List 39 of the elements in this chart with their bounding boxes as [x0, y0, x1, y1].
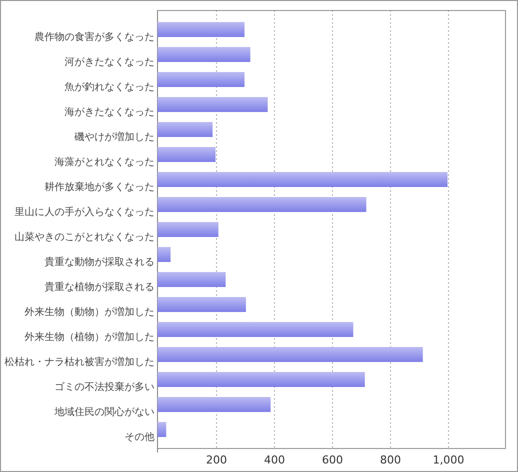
y-tick-label: 山菜やきのこがとれなくなった	[14, 231, 154, 243]
y-tick-label: 地域住民の関心がない	[54, 406, 154, 418]
bar	[158, 397, 271, 412]
bar	[158, 47, 250, 62]
y-tick-label: 海がきたなくなった	[64, 106, 154, 118]
bar	[158, 72, 244, 87]
x-tick-label: 800	[380, 454, 401, 466]
bar	[158, 372, 365, 387]
y-tick-label: 磯やけが増加した	[74, 131, 154, 143]
bar	[158, 347, 423, 362]
y-tick-label: 耕作放棄地が多くなった	[44, 181, 154, 193]
y-tick-label: 外来生物（植物）が増加した	[24, 331, 154, 343]
bar	[158, 147, 216, 162]
y-tick-label: 河がきたなくなった	[64, 56, 154, 68]
x-tick-label: 200	[206, 454, 227, 466]
x-tick-label: 600	[322, 454, 343, 466]
bar	[158, 422, 166, 437]
bar	[158, 247, 171, 262]
bar	[158, 297, 246, 312]
bar	[158, 272, 226, 287]
bar	[158, 197, 366, 212]
y-tick-label: 貴重な植物が採取される	[44, 281, 154, 293]
bar	[158, 22, 244, 37]
y-tick-label: ゴミの不法投棄が多い	[54, 381, 154, 393]
bar	[158, 222, 218, 237]
y-tick-label: 里山に人の手が入らなくなった	[14, 206, 154, 218]
x-tick-label: 1,000	[432, 454, 464, 466]
y-tick-label: 魚が釣れなくなった	[64, 81, 154, 93]
y-tick-label: 外来生物（動物）が増加した	[24, 306, 154, 318]
y-tick-label: 貴重な動物が採取される	[44, 256, 154, 268]
bar	[158, 122, 213, 137]
y-tick-label: その他	[124, 431, 154, 443]
y-tick-label: 松枯れ・ナラ枯れ被害が増加した	[4, 356, 154, 368]
x-tick-label: 400	[264, 454, 285, 466]
y-tick-label: 海藻がとれなくなった	[54, 156, 154, 168]
bar	[158, 172, 448, 187]
bar	[158, 97, 268, 112]
bar	[158, 322, 354, 337]
y-tick-label: 農作物の食害が多くなった	[34, 31, 154, 43]
